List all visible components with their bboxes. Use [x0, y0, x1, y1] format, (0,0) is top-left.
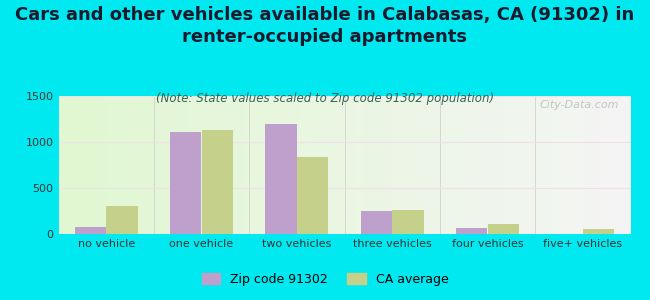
- Text: Cars and other vehicles available in Calabasas, CA (91302) in
renter-occupied ap: Cars and other vehicles available in Cal…: [16, 6, 634, 46]
- Bar: [202, 130, 233, 234]
- Bar: [75, 227, 106, 234]
- Text: (Note: State values scaled to Zip code 91302 population): (Note: State values scaled to Zip code 9…: [156, 92, 494, 104]
- Bar: [583, 230, 614, 234]
- Bar: [297, 157, 328, 234]
- Bar: [488, 224, 519, 234]
- Bar: [265, 124, 297, 234]
- Text: City-Data.com: City-Data.com: [540, 100, 619, 110]
- Bar: [106, 206, 138, 234]
- Bar: [170, 132, 202, 234]
- Bar: [392, 210, 424, 234]
- Bar: [361, 211, 392, 234]
- Legend: Zip code 91302, CA average: Zip code 91302, CA average: [196, 268, 454, 291]
- Bar: [456, 228, 488, 234]
